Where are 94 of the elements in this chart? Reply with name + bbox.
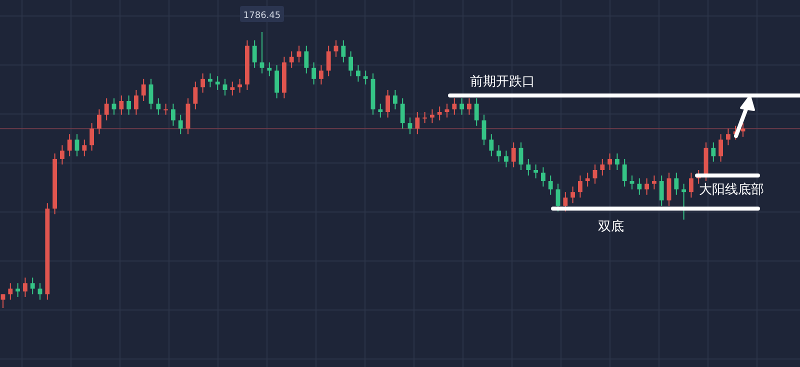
candlestick	[630, 175, 634, 190]
candlestick	[60, 144, 64, 165]
candlestick	[556, 183, 560, 212]
candlestick	[274, 64, 279, 99]
candlestick	[164, 103, 168, 116]
candlestick	[267, 62, 272, 77]
candlestick	[511, 142, 516, 168]
candlestick	[548, 175, 553, 196]
candlestick	[82, 139, 87, 157]
candlestick	[415, 112, 420, 135]
candlestick	[38, 282, 42, 300]
candlestick	[238, 78, 242, 94]
candlestick	[178, 114, 183, 135]
candlestick	[16, 282, 20, 298]
candlestick	[97, 108, 102, 135]
candlestick	[496, 144, 501, 162]
candlestick	[156, 98, 161, 116]
candlestick	[659, 175, 664, 206]
ref-line-label: 双底	[598, 218, 624, 234]
candlestick	[74, 134, 80, 157]
candlestick	[208, 72, 212, 88]
candlestick	[534, 164, 538, 179]
candlestick	[592, 164, 598, 184]
candlestick	[348, 50, 353, 77]
ref-line-label: 大阳线底部	[699, 182, 764, 197]
candlestick	[193, 81, 198, 110]
candlestick	[674, 172, 679, 196]
candlestick	[711, 142, 716, 162]
candlestick	[600, 158, 605, 176]
candlestick	[289, 50, 294, 68]
candlestick	[319, 64, 324, 85]
candlestick	[489, 134, 494, 157]
candlestick	[437, 106, 442, 121]
candlestick	[570, 186, 575, 204]
candlestick	[644, 178, 649, 196]
candlestick	[296, 45, 302, 63]
candlestick	[126, 94, 131, 116]
candlestick	[467, 98, 472, 116]
candlestick	[393, 89, 398, 110]
candlestick	[430, 108, 434, 124]
candlestick	[356, 64, 360, 82]
candlestick	[363, 70, 368, 85]
candlestick	[230, 81, 235, 96]
candlestick	[422, 112, 427, 124]
candlestick	[326, 45, 331, 77]
candlestick	[504, 150, 508, 168]
candlestick	[408, 117, 412, 135]
candlestick	[148, 78, 154, 110]
candlestick	[608, 152, 612, 170]
candlestick	[23, 277, 28, 298]
candlestick	[171, 103, 176, 126]
candlestick	[312, 62, 316, 85]
candlestick	[104, 98, 109, 121]
candlestick	[718, 134, 723, 162]
candlestick	[585, 172, 590, 188]
candlestick	[222, 78, 228, 96]
candlestick	[460, 98, 464, 116]
candlestick	[452, 98, 457, 116]
candlestick	[637, 178, 642, 196]
candlestick	[615, 152, 620, 170]
candlestick	[682, 183, 686, 220]
candlestick	[8, 282, 13, 300]
candlestick	[652, 175, 656, 190]
candlestick	[260, 32, 264, 74]
candlestick	[386, 89, 390, 118]
candlestick	[622, 158, 627, 188]
candlestick	[90, 122, 94, 152]
candlestick	[134, 89, 138, 116]
candlestick	[200, 72, 205, 94]
candlestick	[252, 40, 257, 68]
candlestick	[474, 98, 479, 126]
candlestick	[740, 122, 746, 138]
candlestick	[119, 94, 124, 116]
candlestick	[67, 134, 72, 157]
candlestick	[378, 103, 383, 118]
candlestick	[215, 76, 220, 90]
candlestick	[526, 158, 531, 176]
candlestick	[112, 98, 116, 116]
candlestick	[563, 192, 568, 212]
candlestick	[334, 40, 338, 58]
candlestick	[578, 175, 582, 198]
candlestick	[689, 172, 694, 198]
candlestick	[666, 172, 672, 206]
annotation: 1786.45	[243, 11, 281, 21]
candlestick	[141, 78, 146, 102]
candlestick	[541, 166, 546, 188]
candlestick	[518, 142, 524, 170]
candlestick	[341, 40, 346, 63]
ref-line-label: 前期开跌口	[470, 73, 535, 88]
candlestick	[30, 277, 35, 295]
candlestick	[400, 98, 405, 130]
candlestick	[0, 294, 6, 308]
candlestick	[726, 128, 730, 146]
candlestick	[304, 45, 309, 74]
